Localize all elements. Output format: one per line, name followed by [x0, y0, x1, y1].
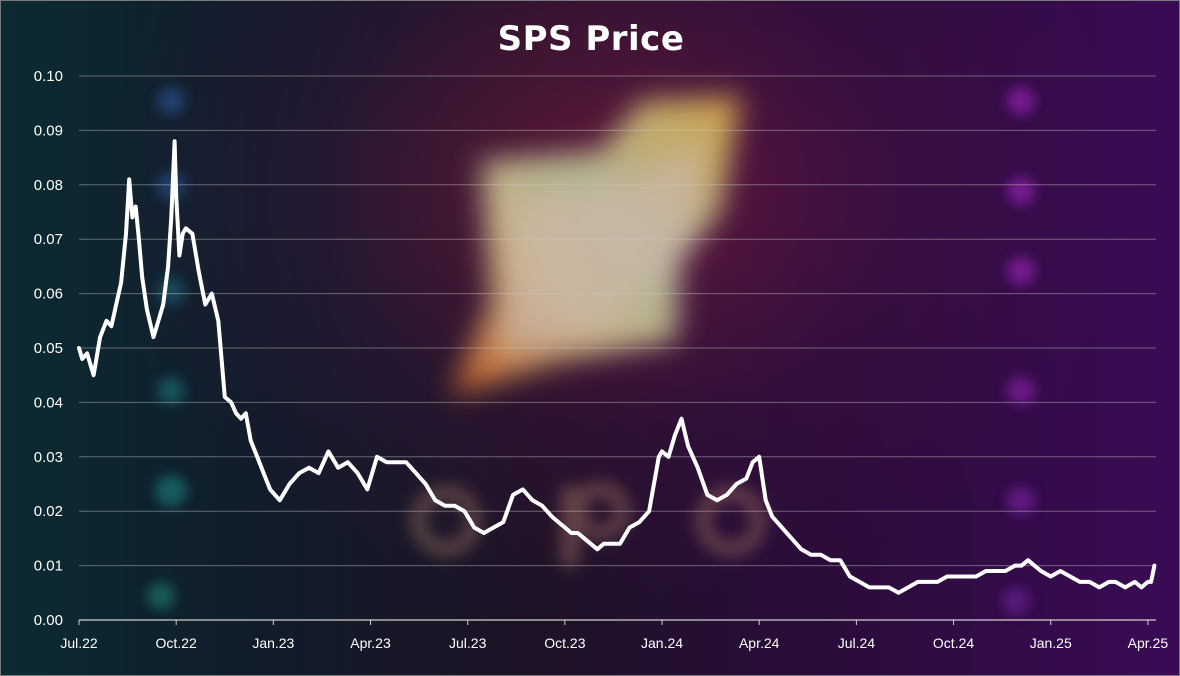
- x-tick-label: Jul.22: [60, 635, 98, 651]
- x-tick-label: Oct.24: [933, 635, 974, 651]
- x-tick-label: Jul.24: [838, 635, 876, 651]
- x-tick-label: Apr.23: [350, 635, 391, 651]
- x-tick-label: Oct.23: [544, 635, 585, 651]
- x-axis-ticks: Jul.22 Oct.22 Jan.23 Apr.23 Jul.23 Oct.23 Jan.…: [60, 620, 1168, 651]
- x-tick-label: Jan.24: [641, 635, 683, 651]
- y-tick-label: 0.10: [34, 68, 63, 85]
- y-tick-label: 0.06: [34, 286, 63, 303]
- y-tick-label: 0.02: [34, 503, 63, 520]
- y-tick-label: 0.03: [34, 449, 63, 466]
- x-tick-label: Apr.25: [1128, 635, 1169, 651]
- y-tick-label: 0.04: [34, 394, 63, 411]
- y-tick-label: 0.09: [34, 122, 63, 139]
- y-axis-ticks: 0.00 0.01 0.02 0.03 0.04 0.05 0.06 0.07 0.08 0.09…: [34, 68, 63, 629]
- x-tick-label: Apr.24: [739, 635, 780, 651]
- x-tick-label: Jul.23: [449, 635, 487, 651]
- x-tick-label: Jan.23: [252, 635, 294, 651]
- chart-title: SPS Price: [497, 19, 685, 59]
- x-tick-label: Jan.25: [1030, 635, 1072, 651]
- y-tick-label: 0.08: [34, 177, 63, 194]
- y-tick-label: 0.00: [34, 612, 63, 629]
- y-tick-label: 0.01: [34, 558, 63, 575]
- gridlines: [79, 75, 1156, 567]
- x-tick-label: Oct.22: [156, 635, 197, 651]
- price-series-line: [77, 139, 1157, 595]
- y-tick-label: 0.07: [34, 231, 63, 248]
- y-tick-label: 0.05: [34, 340, 63, 357]
